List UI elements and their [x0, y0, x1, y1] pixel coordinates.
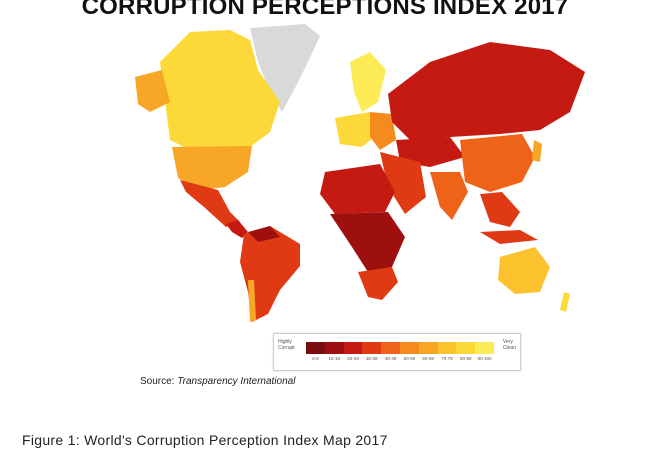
region-central-asia [396, 137, 465, 167]
legend-swatch-8 [456, 342, 476, 354]
region-south-america [240, 226, 300, 322]
legend-swatch-7 [437, 342, 457, 354]
legend-tick-0: 0-9 [312, 356, 319, 361]
legend-tick-7: 70-79 [441, 356, 453, 361]
region-australia [498, 247, 550, 294]
region-mexico [180, 180, 240, 227]
map-legend: Highly Corrupt 0-9 10-19 20-29 30-39 40-49 50… [273, 333, 521, 371]
region-venezuela [248, 226, 280, 242]
legend-tick-2: 20-29 [347, 356, 359, 361]
region-chile [248, 280, 256, 322]
region-scandinavia [350, 52, 386, 112]
region-usa [172, 146, 252, 190]
region-indonesia [480, 230, 538, 244]
region-southern-africa [358, 267, 398, 300]
legend-ticks: 0-9 10-19 20-29 30-39 40-49 50-59 60-69 70-79 80… [306, 356, 494, 361]
legend-tick-9: 90-100 [477, 356, 492, 361]
legend-swatch-4 [381, 342, 400, 354]
region-eastern-europe [370, 112, 396, 150]
figure-caption: Figure 1: World's Corruption Perception … [22, 432, 388, 448]
region-north-africa [320, 164, 395, 214]
map-title: CORRUPTION PERCEPTIONS INDEX 2017 [81, 0, 569, 20]
region-russia [388, 42, 585, 140]
legend-tick-4: 40-49 [384, 356, 397, 361]
world-map [135, 24, 585, 322]
region-alaska [135, 70, 170, 112]
legend-tick-1: 10-19 [328, 356, 340, 361]
region-india [430, 172, 468, 220]
region-greenland [250, 24, 320, 112]
source-note: Source: Transparency International [140, 376, 296, 387]
region-southeast-asia [480, 192, 520, 227]
region-new-zealand [560, 292, 570, 312]
legend-low-label: Highly Corrupt [278, 339, 295, 351]
region-central-africa [330, 212, 405, 272]
legend-tick-8: 80-89 [460, 356, 472, 361]
region-central-america [226, 220, 248, 238]
legend-swatch-9 [475, 342, 494, 354]
legend-tick-6: 60-69 [422, 356, 434, 361]
legend-swatch-1 [324, 342, 344, 354]
region-western-europe [335, 112, 380, 147]
legend-high-label: Very Clean [502, 339, 516, 351]
region-japan [532, 140, 542, 162]
legend-swatch-5 [399, 342, 419, 354]
legend-tick-5: 50-59 [403, 356, 416, 361]
legend-swatch-2 [343, 342, 363, 354]
legend-tick-3: 30-39 [366, 356, 378, 361]
region-canada [160, 30, 280, 150]
legend-swatch-0 [306, 342, 325, 354]
legend-swatch-3 [362, 342, 382, 354]
legend-swatch-6 [418, 342, 438, 354]
region-china [460, 134, 535, 192]
legend-color-bar [306, 342, 494, 354]
region-middle-east [380, 152, 426, 214]
